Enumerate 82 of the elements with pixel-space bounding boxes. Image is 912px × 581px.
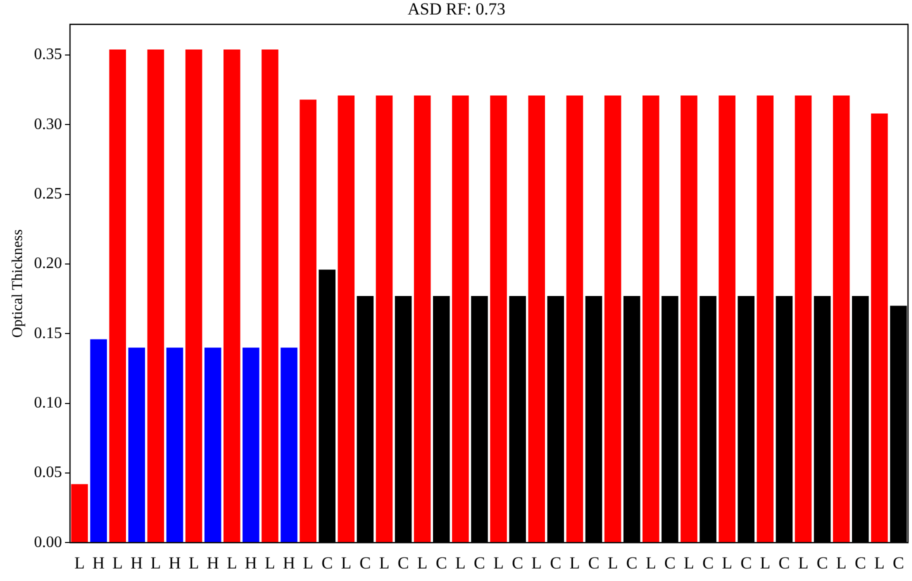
bar xyxy=(185,49,202,542)
x-tick-label: C xyxy=(702,553,714,572)
x-tick-label: C xyxy=(664,553,676,572)
x-tick-label: H xyxy=(282,553,296,572)
bar xyxy=(90,339,107,542)
x-tick-label: L xyxy=(264,553,276,572)
x-tick-label: L xyxy=(722,553,732,572)
x-tick-label: L xyxy=(646,553,656,572)
bar xyxy=(300,100,316,542)
x-tick-label: C xyxy=(854,553,866,572)
bar xyxy=(376,95,393,542)
bar xyxy=(204,348,222,542)
bar xyxy=(166,348,184,542)
chart-title: ASD RF: 0.73 xyxy=(408,0,506,19)
x-tick-label: C xyxy=(398,553,409,572)
x-tick-label: L xyxy=(455,553,466,572)
y-tick-label: 0.05 xyxy=(34,464,62,482)
x-tick-label: C xyxy=(512,553,524,572)
bar xyxy=(128,348,146,542)
x-tick-label: L xyxy=(493,553,504,572)
x-tick-label: L xyxy=(798,553,808,572)
bar xyxy=(280,348,298,542)
bar xyxy=(71,484,88,542)
x-tick-label: H xyxy=(130,553,143,572)
x-tick-label: L xyxy=(570,553,580,572)
bar xyxy=(242,348,260,542)
y-tick-label: 0.00 xyxy=(34,534,62,551)
x-tick-label: L xyxy=(150,553,161,572)
bar xyxy=(604,95,622,542)
bar xyxy=(109,49,126,542)
y-axis-title: Optical Thickness xyxy=(10,229,26,338)
x-tick-label: L xyxy=(302,553,314,572)
x-tick-label: C xyxy=(436,553,448,572)
x-tick-label: C xyxy=(626,553,638,572)
x-tick-label: L xyxy=(836,553,847,572)
bar xyxy=(414,95,431,542)
x-tick-label: L xyxy=(760,553,770,572)
y-tick-label: 0.25 xyxy=(34,186,62,203)
bar xyxy=(642,95,660,542)
bar xyxy=(490,95,507,542)
x-tick-label: L xyxy=(379,553,390,572)
bar xyxy=(262,49,278,542)
x-tick-label: H xyxy=(168,553,181,572)
bar xyxy=(147,49,164,542)
bar xyxy=(528,95,545,542)
x-tick-label: L xyxy=(226,553,238,572)
x-tick-label: L xyxy=(188,553,199,572)
x-tick-label: C xyxy=(778,553,790,572)
x-tick-label: C xyxy=(892,553,904,572)
x-tick-label: L xyxy=(608,553,618,572)
bar xyxy=(224,49,240,542)
bar xyxy=(680,95,698,542)
bar xyxy=(871,114,888,542)
x-tick-label: L xyxy=(684,553,694,572)
x-tick-label: H xyxy=(206,553,219,572)
x-tick-label: L xyxy=(874,553,885,572)
bar xyxy=(832,95,850,542)
y-tick-label: 0.35 xyxy=(34,46,62,64)
x-tick-label: H xyxy=(92,553,105,572)
bar xyxy=(452,95,469,542)
bar xyxy=(718,95,736,542)
y-tick-label: 0.30 xyxy=(34,116,62,133)
bar xyxy=(338,95,355,542)
bar xyxy=(794,95,812,542)
x-tick-label: C xyxy=(740,553,752,572)
x-tick-label: L xyxy=(112,553,123,572)
x-tick-label: C xyxy=(816,553,828,572)
x-tick-label: L xyxy=(531,553,542,572)
x-tick-label: C xyxy=(474,553,486,572)
x-tick-label: L xyxy=(74,553,85,572)
x-tick-label: C xyxy=(550,553,562,572)
x-tick-label: C xyxy=(321,553,333,572)
x-tick-label: H xyxy=(244,553,258,572)
bar xyxy=(566,95,584,542)
x-tick-label: C xyxy=(360,553,371,572)
y-tick-label: 0.10 xyxy=(34,394,62,412)
x-tick-label: L xyxy=(417,553,428,572)
x-tick-label: C xyxy=(588,553,600,572)
y-tick-label: 0.20 xyxy=(34,255,62,272)
bar xyxy=(756,95,774,542)
x-tick-label: L xyxy=(340,553,352,572)
y-tick-label: 0.15 xyxy=(34,324,62,342)
